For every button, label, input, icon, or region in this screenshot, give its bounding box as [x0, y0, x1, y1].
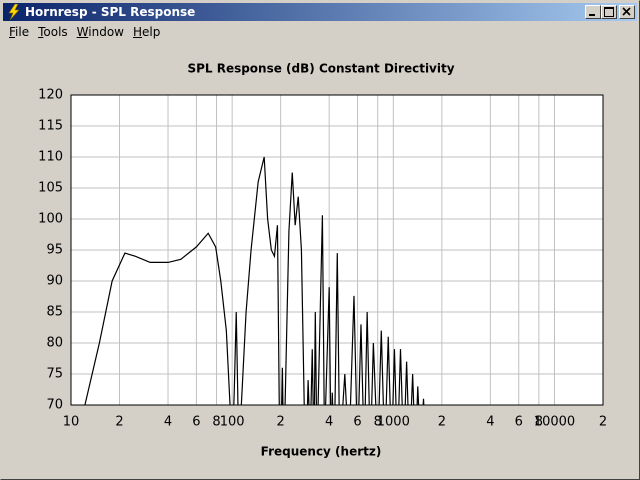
minimize-button[interactable] — [585, 5, 601, 19]
menu-item[interactable]: Help — [133, 25, 161, 39]
y-tick-label: 110 — [38, 150, 63, 165]
x-tick-label: 10 — [63, 415, 80, 430]
chart-title: SPL Response (dB) Constant Directivity — [187, 62, 454, 76]
x-tick-label: 2 — [115, 415, 123, 430]
x-tick-label: 6 — [515, 415, 523, 430]
y-tick-label: 85 — [46, 305, 63, 320]
x-tick-label: 1000 — [377, 415, 410, 430]
x-tick-label: 4 — [164, 415, 172, 430]
x-axis-label: Frequency (hertz) — [261, 445, 382, 459]
x-tick-label: 10000 — [534, 415, 575, 430]
x-tick-label: 100 — [220, 415, 245, 430]
app-icon — [8, 4, 20, 20]
menu-item[interactable]: File — [9, 25, 30, 39]
x-tick-label: 2 — [438, 415, 446, 430]
title-bar: Hornresp - SPL Response — [3, 3, 637, 21]
x-tick-label: 4 — [325, 415, 333, 430]
x-tick-label: 6 — [192, 415, 200, 430]
x-tick-label: 8 — [374, 415, 382, 430]
y-tick-label: 75 — [46, 367, 63, 382]
spl-curve — [84, 156, 425, 405]
y-tick-label: 105 — [38, 181, 63, 196]
y-tick-label: 95 — [46, 243, 63, 258]
y-tick-label: 70 — [46, 398, 63, 413]
menu-item[interactable]: Tools — [38, 25, 68, 39]
window-title: Hornresp - SPL Response — [25, 5, 196, 19]
y-tick-label: 100 — [38, 212, 63, 227]
y-tick-label: 120 — [38, 88, 63, 103]
x-tick-label: 8 — [535, 415, 543, 430]
plot-border — [70, 94, 604, 406]
y-tick-label: 80 — [46, 336, 63, 351]
x-tick-label: 6 — [353, 415, 361, 430]
x-tick-label: 8 — [212, 415, 220, 430]
close-icon — [622, 7, 631, 16]
menu-item[interactable]: Window — [76, 25, 124, 39]
x-tick-label: 4 — [486, 415, 494, 430]
x-tick-label: 2 — [599, 415, 607, 430]
x-tick-label: 2 — [277, 415, 285, 430]
y-tick-label: 90 — [46, 274, 63, 289]
close-button[interactable] — [619, 5, 635, 19]
maximize-button[interactable] — [601, 5, 617, 19]
y-tick-label: 115 — [38, 119, 63, 134]
menu-bar: File Tools Window Help — [3, 23, 163, 41]
